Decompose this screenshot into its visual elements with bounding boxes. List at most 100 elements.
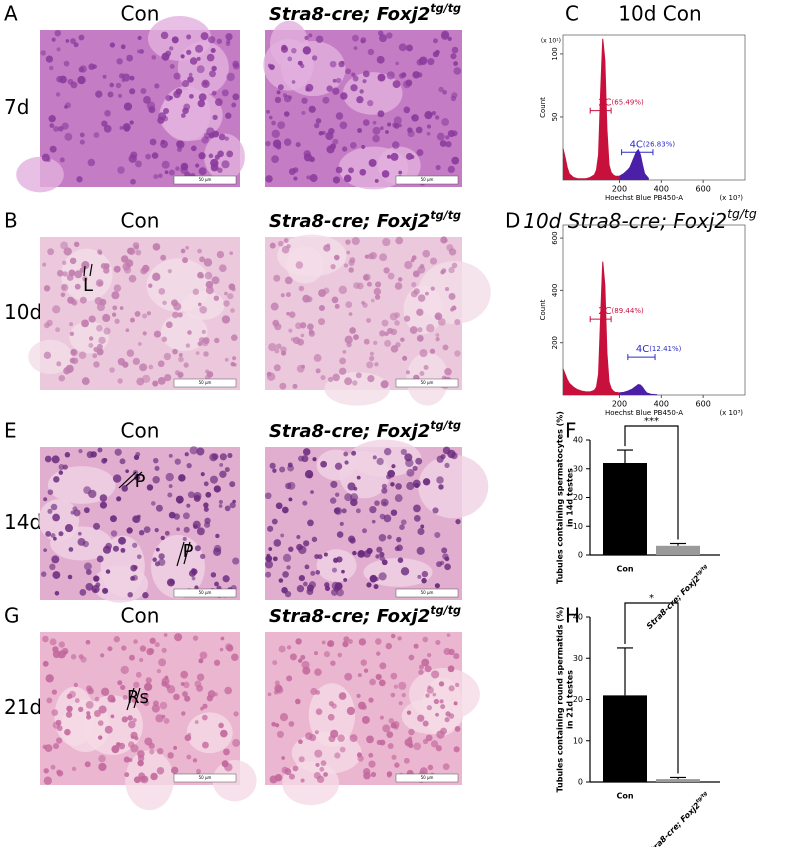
nucleus — [274, 348, 280, 354]
nucleus — [435, 164, 441, 171]
nucleus — [95, 582, 101, 588]
nucleus — [381, 483, 387, 489]
nucleus — [53, 743, 60, 750]
nucleus — [277, 240, 284, 247]
x-unit: (x 10³) — [719, 194, 743, 202]
nucleus — [356, 475, 361, 480]
nucleus — [225, 643, 233, 651]
nucleus — [120, 547, 126, 553]
nucleus — [45, 55, 54, 63]
nucleus — [182, 107, 189, 114]
nucleus — [435, 336, 440, 342]
nucleus — [367, 99, 374, 107]
nucleus — [344, 335, 353, 344]
nucleus — [149, 749, 155, 755]
gate-percent: (26.83%) — [643, 140, 675, 148]
nucleus — [326, 85, 333, 92]
nucleus — [356, 693, 361, 699]
nucleus — [169, 63, 175, 69]
arrow — [133, 687, 141, 709]
nucleus — [74, 270, 83, 279]
nucleus — [53, 126, 59, 132]
nucleus — [366, 547, 373, 555]
nucleus — [338, 60, 345, 68]
cell-label: L — [83, 275, 93, 296]
nucleus — [334, 752, 341, 759]
nucleus — [128, 274, 137, 283]
nucleus — [356, 752, 363, 758]
nucleus — [447, 36, 452, 41]
nucleus — [348, 639, 353, 644]
nucleus — [335, 166, 343, 174]
nucleus — [66, 705, 73, 713]
nucleus — [138, 529, 145, 536]
nucleus — [196, 673, 205, 681]
nucleus — [142, 592, 149, 599]
nucleus — [366, 582, 372, 588]
row-label: 14d — [4, 510, 42, 534]
nucleus — [387, 122, 392, 127]
nucleus — [379, 330, 386, 337]
x-tick-label-sup: tg/tg — [694, 563, 708, 577]
nucleus — [213, 547, 222, 556]
nucleus — [400, 567, 410, 576]
nucleus — [203, 502, 209, 508]
gate-name: 4C — [636, 344, 649, 355]
nucleus — [276, 90, 281, 95]
y-tick-label: 10 — [573, 736, 583, 745]
nucleus — [313, 651, 318, 656]
nucleus — [79, 296, 87, 304]
nucleus — [280, 533, 285, 538]
nucleus — [85, 569, 92, 575]
tubule-lumen — [92, 565, 149, 603]
nucleus — [49, 123, 55, 128]
nucleus — [142, 264, 150, 273]
arrow — [83, 265, 86, 277]
nucleus — [300, 778, 305, 783]
nucleus — [444, 367, 452, 376]
nucleus — [454, 319, 461, 326]
nucleus — [43, 285, 51, 292]
cell-label: P — [183, 541, 194, 562]
nucleus — [77, 531, 82, 536]
nucleus — [411, 114, 419, 122]
nucleus — [373, 340, 378, 346]
nucleus — [418, 664, 424, 670]
cell-label: Rs — [127, 687, 149, 708]
scale-bar-box — [173, 773, 237, 783]
nucleus — [175, 495, 184, 504]
nucleus — [150, 772, 158, 781]
nucleus — [98, 754, 106, 763]
bar — [603, 463, 647, 555]
nucleus — [224, 686, 233, 695]
nucleus — [442, 763, 450, 771]
nucleus — [114, 448, 122, 456]
nucleus — [159, 701, 168, 710]
nucleus — [86, 451, 94, 459]
x-tick-label-main: Stra8-cre; Foxj2 — [644, 800, 701, 847]
gate-label: 4C(26.83%) — [630, 139, 676, 150]
nucleus — [413, 504, 421, 513]
nucleus — [287, 481, 296, 490]
nucleus — [101, 120, 108, 127]
nucleus — [56, 770, 64, 777]
nucleus — [391, 754, 397, 760]
nucleus — [200, 553, 206, 560]
nucleus — [219, 647, 224, 652]
nucleus — [341, 508, 347, 514]
nucleus — [178, 474, 186, 482]
nucleus — [442, 344, 449, 351]
nucleus — [341, 146, 348, 152]
row-label: 21d — [4, 695, 42, 719]
nucleus — [272, 468, 277, 473]
nucleus — [277, 121, 286, 130]
nucleus — [122, 123, 131, 132]
nucleus — [162, 300, 167, 306]
nucleus — [360, 39, 365, 44]
nucleus — [201, 79, 210, 88]
nucleus — [417, 294, 426, 302]
nucleus — [319, 766, 325, 772]
nucleus — [315, 118, 322, 124]
nucleus — [134, 474, 141, 481]
nucleus — [332, 138, 339, 145]
